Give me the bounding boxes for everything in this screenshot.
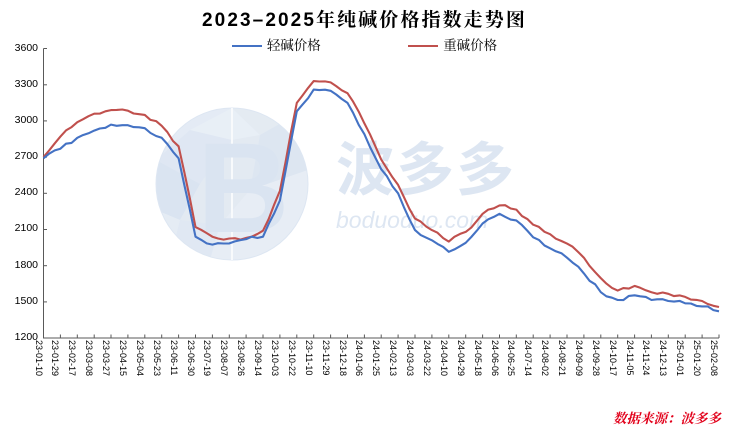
svg-text:boduoduo.com: boduoduo.com <box>336 207 488 233</box>
svg-text:波多多: 波多多 <box>336 123 516 207</box>
